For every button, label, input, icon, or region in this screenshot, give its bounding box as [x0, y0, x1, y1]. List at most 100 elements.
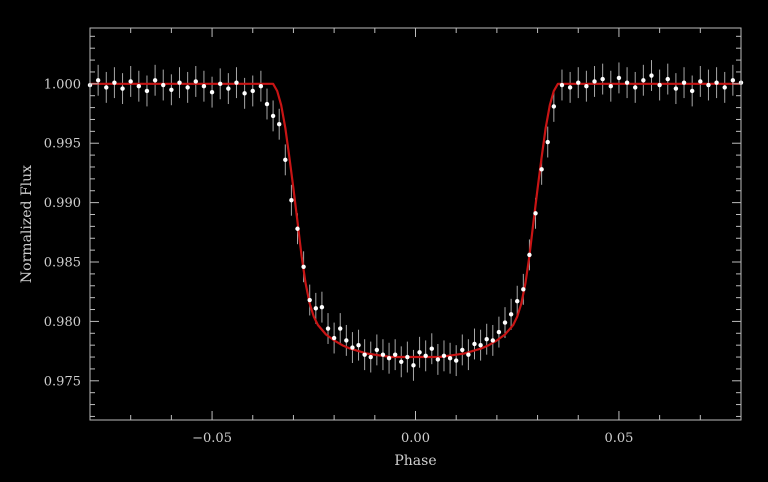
data-point — [270, 113, 276, 119]
data-point — [112, 80, 117, 85]
data-point — [356, 342, 361, 348]
data-point — [362, 352, 367, 357]
y-tick-label: 0.990 — [44, 196, 81, 211]
data-point — [136, 84, 142, 89]
data-point — [201, 84, 207, 89]
data-point — [472, 341, 477, 347]
data-point — [338, 326, 343, 331]
data-point — [95, 78, 101, 83]
data-point — [447, 356, 453, 361]
x-tick-label: 0.00 — [401, 431, 430, 446]
data-point — [301, 264, 306, 269]
data-point — [466, 352, 471, 357]
data-point — [169, 87, 174, 92]
data-point — [722, 85, 727, 90]
data-point — [177, 80, 182, 85]
x-axis-label: Phase — [394, 453, 436, 469]
data-point — [295, 226, 300, 231]
data-point — [276, 122, 282, 127]
data-point — [559, 82, 565, 88]
data-point — [374, 347, 380, 353]
data-point — [234, 80, 239, 85]
data-point — [185, 85, 190, 90]
y-tick-label: 0.995 — [44, 137, 81, 152]
data-point — [193, 79, 198, 84]
data-point — [380, 352, 386, 357]
data-point — [128, 79, 133, 84]
data-point — [730, 78, 736, 83]
y-tick-label: 1.000 — [44, 77, 81, 92]
data-point — [490, 338, 496, 343]
data-point — [616, 75, 622, 81]
data-point — [706, 82, 711, 88]
data-point — [624, 80, 630, 85]
y-tick-label: 0.975 — [44, 374, 81, 389]
data-point — [508, 312, 514, 317]
y-tick-label: 0.985 — [44, 256, 81, 271]
data-point — [242, 91, 247, 96]
data-point — [584, 84, 589, 89]
data-point — [258, 84, 264, 89]
y-axis-label: Normalized Flux — [19, 165, 35, 283]
y-tick-label: 0.980 — [44, 315, 81, 330]
data-point — [576, 80, 581, 85]
data-point — [551, 104, 557, 109]
data-point — [392, 352, 398, 357]
data-point — [673, 86, 679, 91]
data-point — [633, 85, 638, 90]
data-point — [350, 345, 355, 350]
data-point — [502, 320, 508, 325]
data-point — [681, 80, 687, 85]
data-point — [386, 356, 392, 361]
data-point — [441, 353, 447, 359]
data-point — [460, 347, 465, 353]
x-tick-label: 0.05 — [604, 431, 633, 446]
data-point — [689, 88, 695, 94]
data-point — [533, 211, 538, 216]
data-point — [521, 287, 526, 292]
data-point — [161, 82, 166, 88]
data-point — [527, 252, 532, 258]
data-point — [429, 346, 434, 351]
data-point — [319, 304, 325, 310]
axis-ticks — [89, 28, 742, 420]
data-point — [368, 354, 373, 360]
data-point — [435, 357, 441, 362]
data-point — [714, 80, 719, 85]
data-point — [496, 329, 502, 335]
data-point — [209, 89, 215, 95]
data-point — [657, 82, 662, 88]
data-point — [307, 297, 312, 303]
data-point — [250, 88, 255, 94]
data-point — [344, 338, 349, 343]
data-point — [545, 139, 550, 145]
data-point — [478, 342, 483, 348]
data-point — [649, 73, 654, 78]
data-point — [331, 335, 337, 341]
data-point — [152, 78, 158, 83]
data-points — [87, 73, 744, 368]
data-point — [405, 354, 410, 360]
data-point — [608, 84, 613, 89]
x-tick-label: −0.05 — [192, 431, 232, 446]
data-point — [515, 299, 520, 304]
data-point — [283, 157, 288, 163]
data-point — [120, 86, 125, 91]
data-point — [264, 101, 270, 107]
data-point — [144, 88, 150, 94]
data-point — [641, 78, 646, 83]
data-point — [600, 76, 605, 82]
data-point — [698, 79, 703, 84]
data-point — [539, 167, 544, 172]
data-point — [325, 326, 331, 331]
data-point — [218, 81, 223, 87]
data-point — [289, 198, 294, 203]
data-point — [226, 86, 231, 91]
data-point — [453, 358, 459, 363]
data-point — [104, 85, 109, 90]
data-point — [484, 337, 489, 342]
data-point — [423, 353, 428, 359]
data-point — [567, 85, 573, 90]
